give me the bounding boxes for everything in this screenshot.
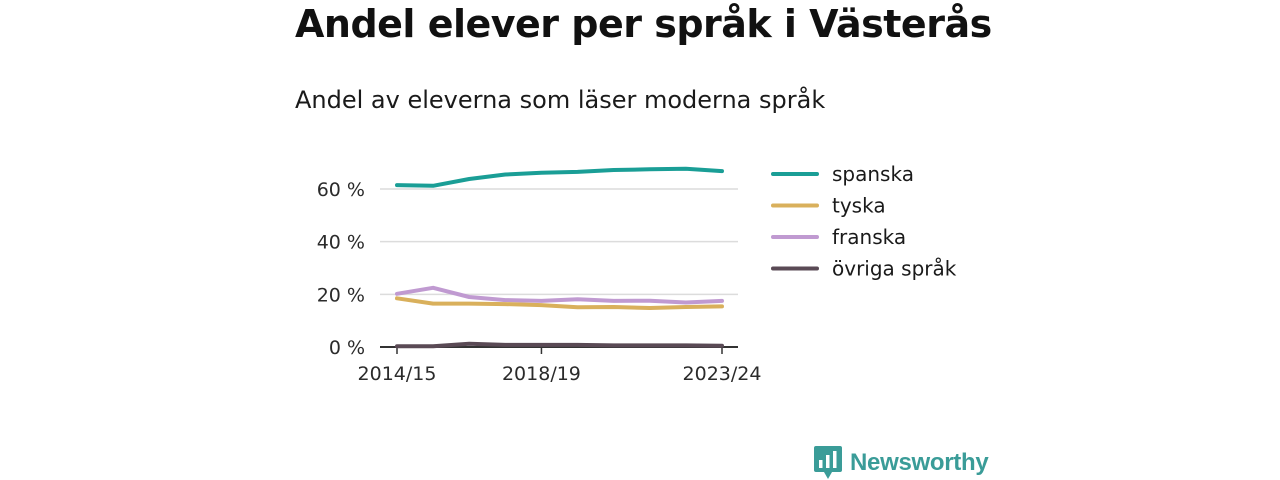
y-tick-label: 60 % [317, 179, 365, 201]
line-chart: 0 % 20 % 40 % 60 % 2014/15 2018/19 2023/24 sp… [317, 162, 957, 385]
x-tick-label: 2014/15 [358, 363, 437, 385]
newsworthy-logo-icon [814, 446, 842, 479]
legend-item: spanska [771, 162, 914, 186]
series-line-franska [395, 285, 724, 305]
y-tick-label: 0 % [329, 337, 365, 359]
newsworthy-brand: Newsworthy [814, 446, 989, 480]
series-line-övriga-språk [395, 341, 724, 349]
legend-label: spanska [832, 162, 914, 186]
y-tick-label: 20 % [317, 284, 365, 306]
legend: spanska tyska franska övriga språk [771, 162, 957, 281]
legend-item: tyska [771, 194, 886, 218]
gridlines: 0 % 20 % 40 % 60 % [317, 179, 738, 359]
legend-label: övriga språk [832, 257, 957, 281]
x-tick-label: 2018/19 [502, 363, 581, 385]
legend-label: franska [832, 225, 906, 249]
series-line-spanska [395, 166, 724, 188]
chart-title: Andel elever per språk i Västerås [295, 2, 992, 46]
x-tick-label: 2023/24 [683, 363, 762, 385]
y-tick-label: 40 % [317, 232, 365, 254]
series-line-tyska [395, 296, 724, 310]
chart-subtitle: Andel av eleverna som läser moderna språ… [295, 86, 826, 114]
legend-item: övriga språk [771, 257, 957, 281]
series-lines [395, 166, 724, 349]
brand-name: Newsworthy [850, 449, 989, 476]
legend-label: tyska [832, 194, 886, 218]
x-axis: 2014/15 2018/19 2023/24 [358, 346, 762, 385]
legend-item: franska [771, 225, 906, 249]
